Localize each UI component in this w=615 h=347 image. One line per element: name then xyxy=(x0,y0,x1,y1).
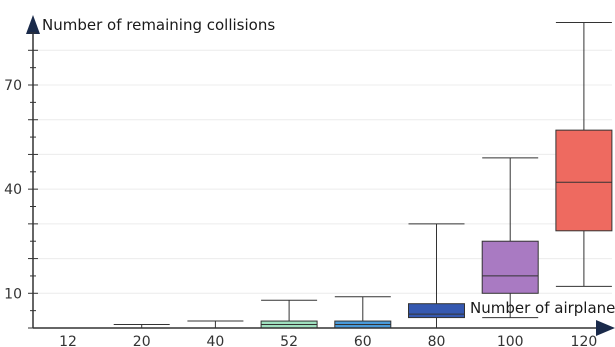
x-axis-arrow-icon xyxy=(596,320,615,336)
axes xyxy=(26,15,615,336)
y-axis-title: Number of remaining collisions xyxy=(42,16,275,34)
x-axis-title: Number of airplanes xyxy=(470,299,615,317)
x-tick-label: 100 xyxy=(497,334,524,347)
x-tick-label: 12 xyxy=(59,334,77,347)
x-tick-label: 52 xyxy=(280,334,298,347)
tick-labels: 10 40 70 12 20 40 52 60 80 100 120 xyxy=(4,78,597,347)
x-tick-label: 20 xyxy=(133,334,151,347)
box-iqr xyxy=(555,129,613,232)
gridlines xyxy=(33,49,612,294)
y-tick-label: 70 xyxy=(4,78,22,94)
y-tick-label: 40 xyxy=(4,182,22,198)
x-tick-label: 40 xyxy=(206,334,224,347)
box-iqr xyxy=(481,240,539,294)
x-tick-label: 80 xyxy=(428,334,446,347)
boxes xyxy=(40,22,613,329)
x-tick-label: 120 xyxy=(571,334,598,347)
y-axis-arrow-icon xyxy=(26,15,40,34)
x-tick-label: 60 xyxy=(354,334,372,347)
y-tick-label: 10 xyxy=(4,286,22,302)
box-iqr xyxy=(408,303,465,319)
